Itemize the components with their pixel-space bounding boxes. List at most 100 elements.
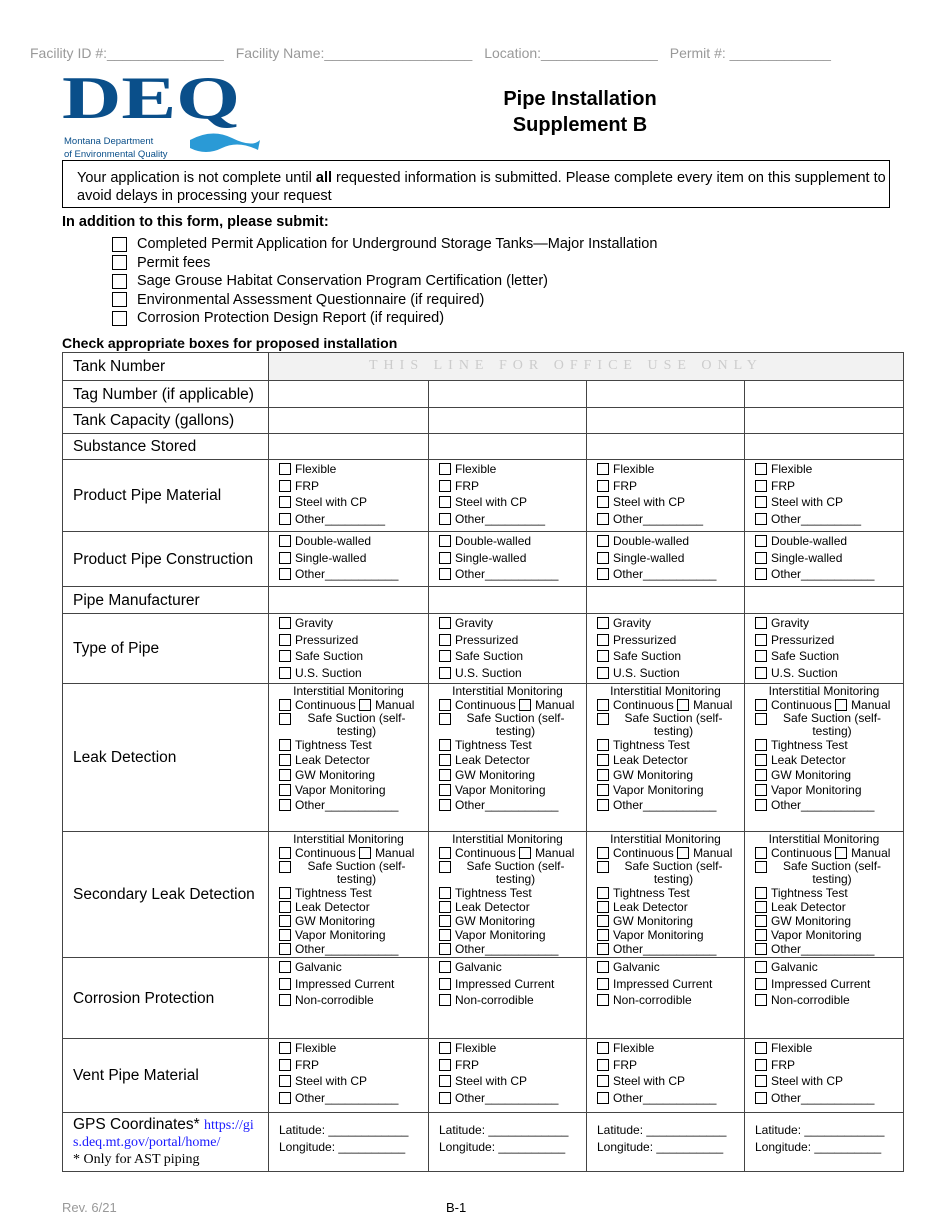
checkbox[interactable] bbox=[597, 713, 609, 725]
checkbox[interactable] bbox=[279, 861, 291, 873]
checkbox[interactable] bbox=[439, 784, 451, 796]
checkbox[interactable] bbox=[597, 784, 609, 796]
checkbox[interactable] bbox=[597, 861, 609, 873]
checkbox[interactable] bbox=[279, 784, 291, 796]
checkbox[interactable] bbox=[279, 535, 291, 548]
checkbox[interactable] bbox=[755, 929, 767, 941]
checkbox[interactable] bbox=[279, 479, 291, 492]
checkbox[interactable] bbox=[677, 847, 690, 859]
checkbox[interactable] bbox=[439, 901, 451, 913]
tank-cell[interactable] bbox=[428, 380, 587, 408]
checkbox[interactable] bbox=[279, 887, 291, 899]
checkbox[interactable] bbox=[439, 943, 451, 955]
checkbox[interactable] bbox=[677, 699, 690, 711]
tank-cell[interactable] bbox=[743, 586, 905, 614]
checkbox[interactable] bbox=[597, 535, 609, 548]
gis-link[interactable]: https://gis.deq.mt.gov/portal/home/ bbox=[73, 1117, 254, 1150]
checkbox[interactable] bbox=[439, 512, 451, 525]
checkbox[interactable] bbox=[597, 666, 609, 679]
longitude-field[interactable]: Longitude: __________ bbox=[279, 1139, 406, 1154]
checkbox[interactable] bbox=[112, 273, 127, 289]
checkbox[interactable] bbox=[112, 255, 127, 271]
latitude-field[interactable]: Latitude: ____________ bbox=[755, 1123, 885, 1137]
checkbox[interactable] bbox=[439, 847, 451, 859]
checkbox[interactable] bbox=[279, 496, 291, 509]
checkbox[interactable] bbox=[359, 699, 372, 711]
checkbox[interactable] bbox=[755, 994, 767, 1007]
checkbox[interactable] bbox=[755, 666, 767, 679]
checkbox[interactable] bbox=[755, 799, 767, 811]
tank-cell[interactable] bbox=[428, 407, 587, 434]
checkbox[interactable] bbox=[439, 699, 451, 711]
checkbox[interactable] bbox=[279, 713, 291, 725]
checkbox[interactable] bbox=[755, 535, 767, 548]
checkbox[interactable] bbox=[279, 943, 291, 955]
checkbox[interactable] bbox=[439, 666, 451, 679]
checkbox[interactable] bbox=[279, 929, 291, 941]
checkbox[interactable] bbox=[597, 1042, 609, 1055]
checkbox[interactable] bbox=[597, 799, 609, 811]
checkbox[interactable] bbox=[755, 463, 767, 476]
checkbox[interactable] bbox=[112, 310, 127, 326]
checkbox[interactable] bbox=[439, 650, 451, 663]
checkbox[interactable] bbox=[597, 754, 609, 766]
checkbox[interactable] bbox=[755, 617, 767, 630]
checkbox[interactable] bbox=[439, 551, 451, 564]
checkbox[interactable] bbox=[755, 713, 767, 725]
checkbox[interactable] bbox=[755, 512, 767, 525]
checkbox[interactable] bbox=[597, 496, 609, 509]
checkbox[interactable] bbox=[279, 915, 291, 927]
checkbox[interactable] bbox=[519, 699, 532, 711]
checkbox[interactable] bbox=[279, 1042, 291, 1055]
checkbox[interactable] bbox=[439, 754, 451, 766]
checkbox[interactable] bbox=[755, 769, 767, 781]
checkbox[interactable] bbox=[439, 887, 451, 899]
checkbox[interactable] bbox=[755, 633, 767, 646]
checkbox[interactable] bbox=[755, 943, 767, 955]
checkbox[interactable] bbox=[279, 799, 291, 811]
checkbox[interactable] bbox=[439, 994, 451, 1007]
checkbox[interactable] bbox=[279, 1075, 291, 1088]
latitude-field[interactable]: Latitude: ____________ bbox=[597, 1123, 727, 1137]
tank-cell[interactable] bbox=[268, 407, 429, 434]
checkbox[interactable] bbox=[439, 1091, 451, 1104]
checkbox[interactable] bbox=[597, 901, 609, 913]
checkbox[interactable] bbox=[112, 292, 127, 308]
checkbox[interactable] bbox=[279, 847, 291, 859]
checkbox[interactable] bbox=[279, 769, 291, 781]
checkbox[interactable] bbox=[755, 784, 767, 796]
tank-cell[interactable] bbox=[428, 586, 587, 614]
location-field[interactable]: Location:_______________ bbox=[484, 45, 658, 61]
checkbox[interactable] bbox=[439, 496, 451, 509]
checkbox[interactable] bbox=[279, 568, 291, 581]
tank-cell[interactable] bbox=[586, 380, 745, 408]
checkbox[interactable] bbox=[597, 699, 609, 711]
checkbox[interactable] bbox=[755, 915, 767, 927]
checkbox[interactable] bbox=[112, 236, 127, 252]
checkbox[interactable] bbox=[279, 617, 291, 630]
checkbox[interactable] bbox=[755, 699, 767, 711]
checkbox[interactable] bbox=[439, 1075, 451, 1088]
checkbox[interactable] bbox=[755, 1091, 767, 1104]
tank-cell[interactable] bbox=[586, 407, 745, 434]
tank-cell[interactable] bbox=[586, 586, 745, 614]
checkbox[interactable] bbox=[439, 769, 451, 781]
checkbox[interactable] bbox=[279, 739, 291, 751]
checkbox[interactable] bbox=[755, 887, 767, 899]
longitude-field[interactable]: Longitude: __________ bbox=[755, 1139, 882, 1154]
checkbox[interactable] bbox=[755, 961, 767, 974]
checkbox[interactable] bbox=[597, 915, 609, 927]
checkbox[interactable] bbox=[597, 551, 609, 564]
checkbox[interactable] bbox=[279, 901, 291, 913]
checkbox[interactable] bbox=[439, 713, 451, 725]
checkbox[interactable] bbox=[755, 847, 767, 859]
tank-cell[interactable] bbox=[268, 380, 429, 408]
checkbox[interactable] bbox=[439, 1058, 451, 1071]
checkbox[interactable] bbox=[279, 633, 291, 646]
longitude-field[interactable]: Longitude: __________ bbox=[439, 1139, 566, 1154]
checkbox[interactable] bbox=[439, 929, 451, 941]
checkbox[interactable] bbox=[597, 1091, 609, 1104]
checkbox[interactable] bbox=[755, 754, 767, 766]
longitude-field[interactable]: Longitude: __________ bbox=[597, 1139, 724, 1154]
tank-cell[interactable] bbox=[268, 586, 429, 614]
